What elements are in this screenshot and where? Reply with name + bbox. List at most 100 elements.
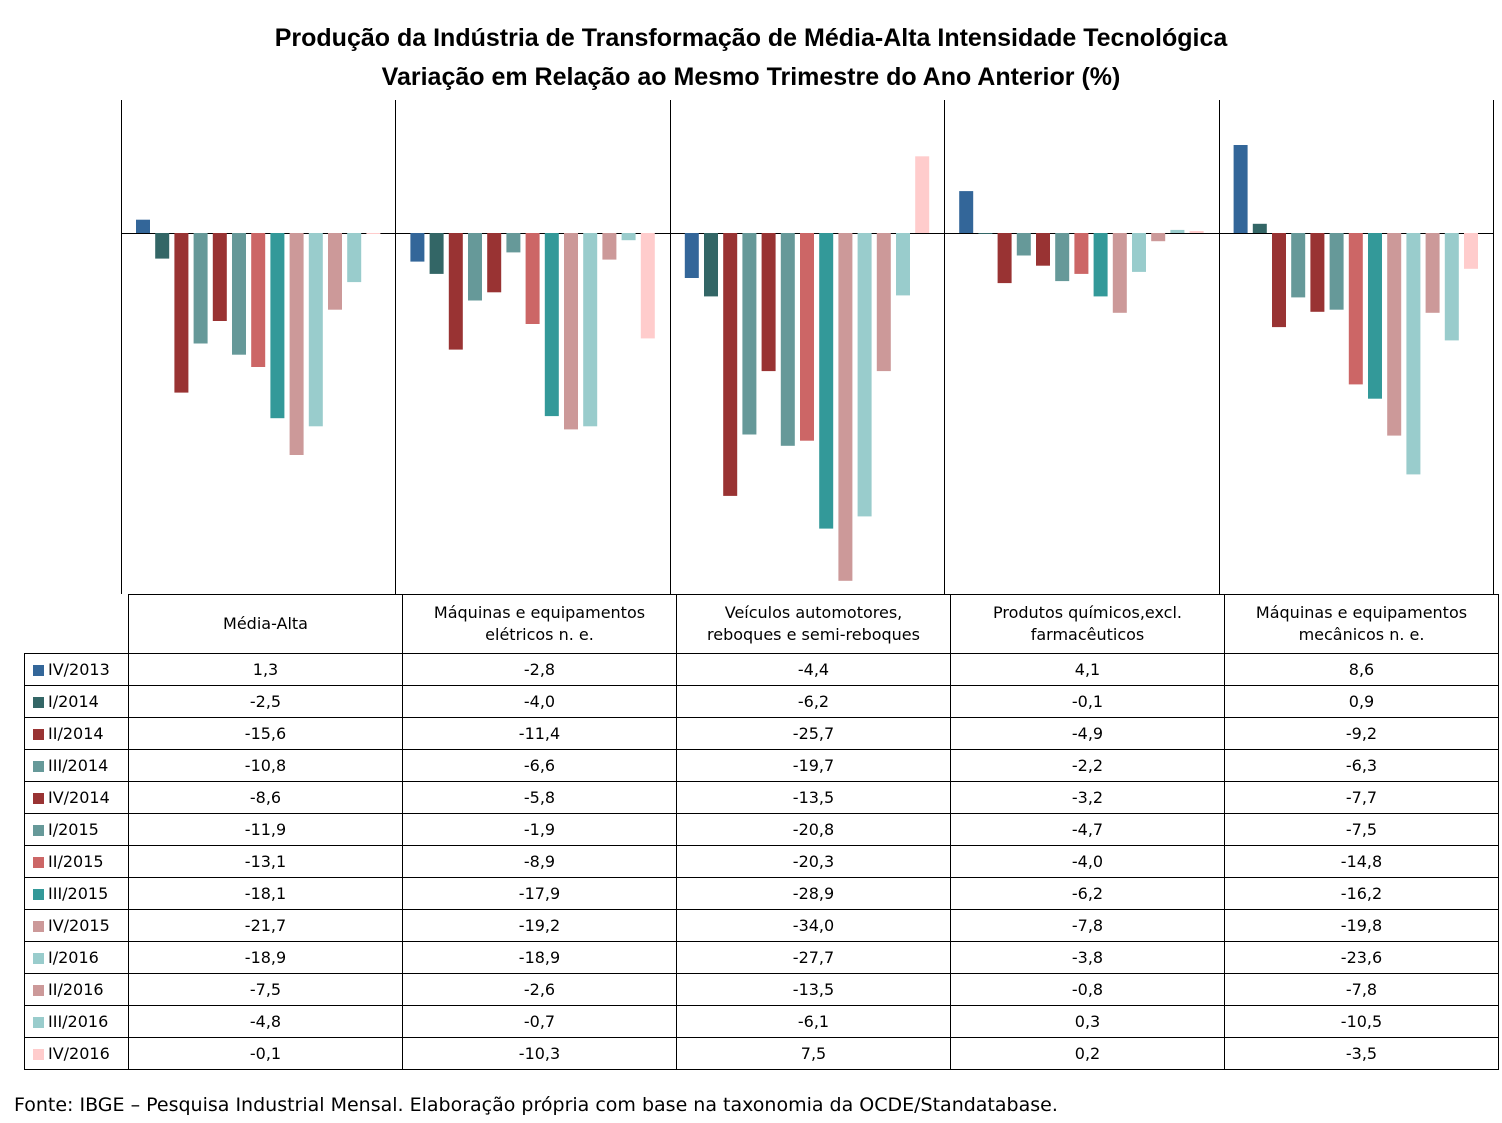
data-label: 0,9 bbox=[1224, 685, 1499, 718]
category-label-line: Máquinas e equipamentos bbox=[1255, 603, 1468, 622]
table-header-row: Média-Alta Máquinas e equipamentos elétric… bbox=[25, 594, 1499, 654]
bar bbox=[1170, 229, 1185, 233]
category-label-line: farmacêuticos bbox=[1030, 625, 1145, 644]
table-row: IV/2013 1,3 -2,8 -4,4 4,1 8,6 bbox=[24, 653, 1499, 686]
bar bbox=[1055, 233, 1070, 282]
category-label-line: Veículos automotores, bbox=[724, 603, 903, 622]
bar bbox=[761, 233, 776, 372]
data-label: 7,5 bbox=[676, 1037, 951, 1070]
legend-entry: I/2015 bbox=[24, 813, 129, 846]
bar bbox=[1112, 233, 1127, 313]
bar bbox=[347, 233, 362, 283]
bar bbox=[136, 219, 150, 233]
legend-label: I/2015 bbox=[48, 820, 99, 839]
legend-swatch bbox=[33, 793, 44, 804]
legend-label: II/2014 bbox=[48, 724, 104, 743]
data-label: 0,2 bbox=[950, 1037, 1225, 1070]
bar bbox=[915, 156, 930, 233]
data-label: -15,6 bbox=[128, 717, 403, 750]
legend-swatch bbox=[33, 921, 44, 932]
table-row: III/2016 -4,8 -0,7 -6,1 0,3 -10,5 bbox=[24, 1005, 1499, 1038]
data-label: 0,3 bbox=[950, 1005, 1225, 1038]
legend-label: I/2016 bbox=[48, 948, 99, 967]
bar bbox=[1233, 145, 1248, 233]
bar bbox=[1329, 233, 1344, 310]
bar bbox=[876, 233, 891, 372]
legend-label: IV/2016 bbox=[48, 1044, 110, 1063]
legend-entry: II/2014 bbox=[24, 717, 129, 750]
data-label: -0,8 bbox=[950, 973, 1225, 1006]
table-row: II/2015 -13,1 -8,9 -20,3 -4,0 -14,8 bbox=[24, 845, 1499, 878]
bar-chart bbox=[121, 100, 1494, 594]
table-row: I/2014 -2,5 -4,0 -6,2 -0,1 0,9 bbox=[24, 685, 1499, 718]
data-label: -19,8 bbox=[1224, 909, 1499, 942]
data-label: -28,9 bbox=[676, 877, 951, 910]
data-label: -3,8 bbox=[950, 941, 1225, 974]
bar bbox=[308, 233, 323, 427]
bar bbox=[1425, 233, 1440, 313]
legend-entry: I/2016 bbox=[24, 941, 129, 974]
chart-subtitle: Variação em Relação ao Mesmo Trimestre d… bbox=[381, 63, 1121, 91]
data-label: -0,7 bbox=[402, 1005, 677, 1038]
bar bbox=[544, 233, 559, 417]
legend-entry: III/2015 bbox=[24, 877, 129, 910]
data-label: 8,6 bbox=[1224, 653, 1499, 686]
legend-swatch bbox=[33, 985, 44, 996]
data-label: -2,6 bbox=[402, 973, 677, 1006]
category-label: Máquinas e equipamentos elétricos n. e. bbox=[402, 594, 677, 654]
data-label: -17,9 bbox=[402, 877, 677, 910]
data-label: -4,0 bbox=[402, 685, 677, 718]
data-label: -8,6 bbox=[128, 781, 403, 814]
data-label: -23,6 bbox=[1224, 941, 1499, 974]
bar bbox=[270, 233, 285, 419]
data-label: -7,7 bbox=[1224, 781, 1499, 814]
data-label: -6,2 bbox=[950, 877, 1225, 910]
bar bbox=[525, 233, 540, 324]
bar bbox=[640, 233, 655, 339]
data-label: -2,8 bbox=[402, 653, 677, 686]
table-row: II/2014 -15,6 -11,4 -25,7 -4,9 -9,2 bbox=[24, 717, 1499, 750]
legend-swatch bbox=[33, 857, 44, 868]
data-label: -9,2 bbox=[1224, 717, 1499, 750]
legend-label: II/2016 bbox=[48, 980, 104, 999]
data-label: -2,5 bbox=[128, 685, 403, 718]
bar bbox=[1252, 223, 1267, 233]
data-label: -13,5 bbox=[676, 781, 951, 814]
data-label: -18,9 bbox=[128, 941, 403, 974]
data-label: -2,2 bbox=[950, 749, 1225, 782]
bar bbox=[448, 233, 463, 350]
source-note: Fonte: IBGE – Pesquisa Industrial Mensal… bbox=[14, 1094, 1058, 1116]
data-label: -7,8 bbox=[1224, 973, 1499, 1006]
legend-swatch bbox=[33, 1017, 44, 1028]
bar bbox=[1348, 233, 1363, 385]
table-row: III/2015 -18,1 -17,9 -28,9 -6,2 -16,2 bbox=[24, 877, 1499, 910]
category-label-line: reboques e semi-reboques bbox=[707, 625, 920, 644]
legend-entry: III/2014 bbox=[24, 749, 129, 782]
legend-entry: I/2014 bbox=[24, 685, 129, 718]
data-label: -0,1 bbox=[128, 1037, 403, 1070]
data-label: -7,5 bbox=[128, 973, 403, 1006]
bar bbox=[583, 233, 598, 427]
category-label: Veículos automotores, reboques e semi-reb… bbox=[676, 594, 951, 654]
legend-entry: II/2015 bbox=[24, 845, 129, 878]
bar bbox=[1189, 231, 1204, 233]
bar bbox=[1272, 233, 1286, 328]
bar bbox=[232, 233, 246, 355]
data-label: -6,3 bbox=[1224, 749, 1499, 782]
bar bbox=[896, 233, 910, 296]
data-label: -16,2 bbox=[1224, 877, 1499, 910]
data-label: -14,8 bbox=[1224, 845, 1499, 878]
bar bbox=[1016, 233, 1031, 256]
bar bbox=[251, 233, 266, 367]
legend-entry: II/2016 bbox=[24, 973, 129, 1006]
bar bbox=[1464, 233, 1478, 269]
data-label: -7,5 bbox=[1224, 813, 1499, 846]
legend-label: II/2015 bbox=[48, 852, 104, 871]
category-label-line: Máquinas e equipamentos bbox=[433, 603, 646, 622]
bar bbox=[564, 233, 578, 430]
data-label: -13,5 bbox=[676, 973, 951, 1006]
data-label: -27,7 bbox=[676, 941, 951, 974]
data-label: -10,8 bbox=[128, 749, 403, 782]
table-row: IV/2014 -8,6 -5,8 -13,5 -3,2 -7,7 bbox=[24, 781, 1499, 814]
data-label: -20,3 bbox=[676, 845, 951, 878]
